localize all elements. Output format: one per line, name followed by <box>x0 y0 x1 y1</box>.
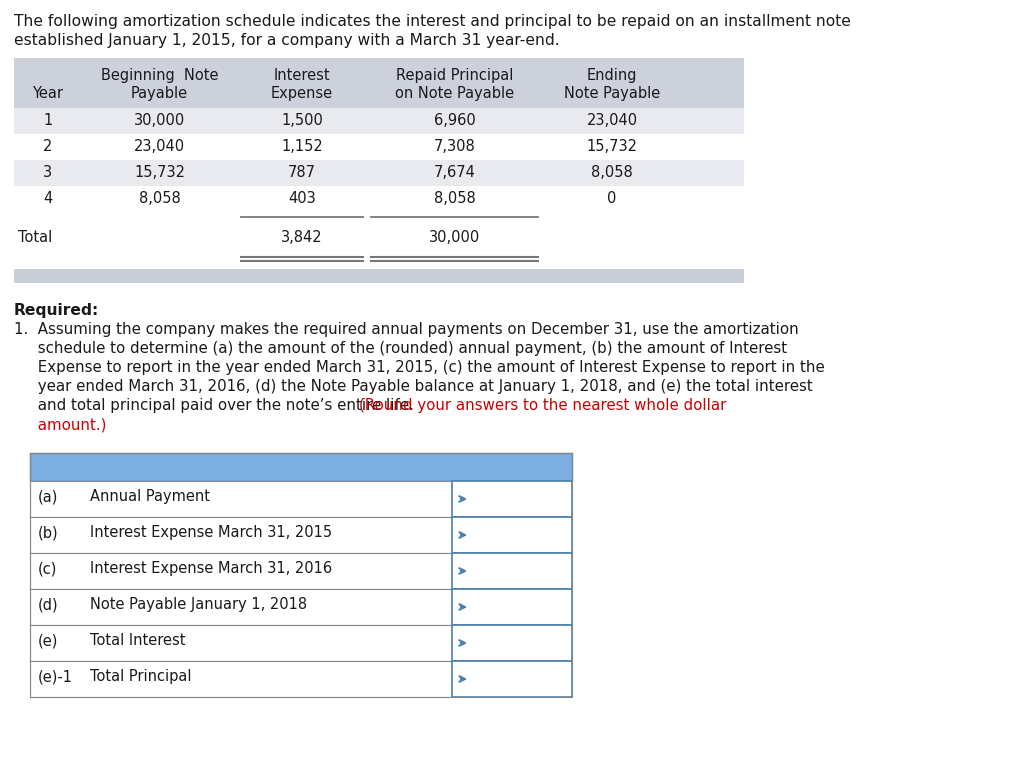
Bar <box>30 625 452 661</box>
Bar <box>30 589 452 625</box>
Text: Annual Payment: Annual Payment <box>90 489 210 504</box>
Text: 3,842: 3,842 <box>282 230 323 245</box>
Text: Required:: Required: <box>14 303 99 318</box>
Bar <box>14 186 744 212</box>
Text: 7,674: 7,674 <box>433 165 475 180</box>
Text: 8,058: 8,058 <box>591 165 633 180</box>
Text: Total Principal: Total Principal <box>90 669 191 684</box>
Text: The following amortization schedule indicates the interest and principal to be r: The following amortization schedule indi… <box>14 14 851 29</box>
Text: 7,308: 7,308 <box>433 139 475 154</box>
Text: Expense: Expense <box>271 86 333 101</box>
Text: Interest: Interest <box>273 68 331 83</box>
Text: Note Payable January 1, 2018: Note Payable January 1, 2018 <box>90 597 307 612</box>
Bar <box>452 553 572 589</box>
Text: (e)-1: (e)-1 <box>38 669 73 684</box>
Text: Total Interest: Total Interest <box>90 633 185 648</box>
Text: on Note Payable: on Note Payable <box>395 86 514 101</box>
Bar <box>452 661 572 697</box>
Bar <box>452 481 572 517</box>
Text: 6,960: 6,960 <box>433 113 475 128</box>
Bar <box>14 108 744 134</box>
Text: 787: 787 <box>288 165 316 180</box>
Text: 15,732: 15,732 <box>587 139 638 154</box>
Bar <box>452 589 572 625</box>
Bar <box>30 553 452 589</box>
Bar <box>452 517 572 553</box>
Text: amount.): amount.) <box>14 417 106 432</box>
Text: 1,152: 1,152 <box>282 139 323 154</box>
Text: 1: 1 <box>43 113 52 128</box>
Bar <box>30 453 572 697</box>
Text: 0: 0 <box>607 191 616 206</box>
Text: 1,500: 1,500 <box>281 113 323 128</box>
Text: (d): (d) <box>38 597 58 612</box>
Text: schedule to determine (a) the amount of the (rounded) annual payment, (b) the am: schedule to determine (a) the amount of … <box>14 341 787 356</box>
Text: Beginning  Note: Beginning Note <box>100 68 218 83</box>
Text: 15,732: 15,732 <box>134 165 185 180</box>
Text: (Round your answers to the nearest whole dollar: (Round your answers to the nearest whole… <box>359 398 726 413</box>
Text: 1.  Assuming the company makes the required annual payments on December 31, use : 1. Assuming the company makes the requir… <box>14 322 799 337</box>
Bar <box>14 160 744 186</box>
Bar <box>14 134 744 160</box>
Text: (c): (c) <box>38 561 57 576</box>
Bar <box>30 481 452 517</box>
Bar <box>30 453 572 481</box>
Bar <box>14 225 744 253</box>
Text: Interest Expense March 31, 2016: Interest Expense March 31, 2016 <box>90 561 332 576</box>
Bar <box>30 661 452 697</box>
Text: Note Payable: Note Payable <box>564 86 660 101</box>
Text: 23,040: 23,040 <box>587 113 638 128</box>
Text: 23,040: 23,040 <box>134 139 185 154</box>
Text: 8,058: 8,058 <box>433 191 475 206</box>
Text: (b): (b) <box>38 525 58 540</box>
Text: Ending: Ending <box>587 68 637 83</box>
Text: 403: 403 <box>288 191 315 206</box>
Text: Expense to report in the year ended March 31, 2015, (c) the amount of Interest E: Expense to report in the year ended Marc… <box>14 360 824 375</box>
Bar <box>30 517 452 553</box>
Bar <box>14 269 744 283</box>
Bar <box>14 58 744 108</box>
Text: 30,000: 30,000 <box>134 113 185 128</box>
Text: 2: 2 <box>43 139 52 154</box>
Text: (a): (a) <box>38 489 58 504</box>
Text: 8,058: 8,058 <box>138 191 180 206</box>
Text: Payable: Payable <box>131 86 188 101</box>
Text: Interest Expense March 31, 2015: Interest Expense March 31, 2015 <box>90 525 332 540</box>
Bar <box>452 625 572 661</box>
Text: established January 1, 2015, for a company with a March 31 year-end.: established January 1, 2015, for a compa… <box>14 33 560 48</box>
Text: 4: 4 <box>43 191 52 206</box>
Text: 3: 3 <box>43 165 52 180</box>
Text: Total: Total <box>18 230 52 245</box>
Text: 30,000: 30,000 <box>429 230 480 245</box>
Text: and total principal paid over the note’s entire life.: and total principal paid over the note’s… <box>14 398 419 413</box>
Text: Repaid Principal: Repaid Principal <box>396 68 513 83</box>
Text: (e): (e) <box>38 633 58 648</box>
Text: year ended March 31, 2016, (d) the Note Payable balance at January 1, 2018, and : year ended March 31, 2016, (d) the Note … <box>14 379 813 394</box>
Text: Year: Year <box>33 86 63 101</box>
